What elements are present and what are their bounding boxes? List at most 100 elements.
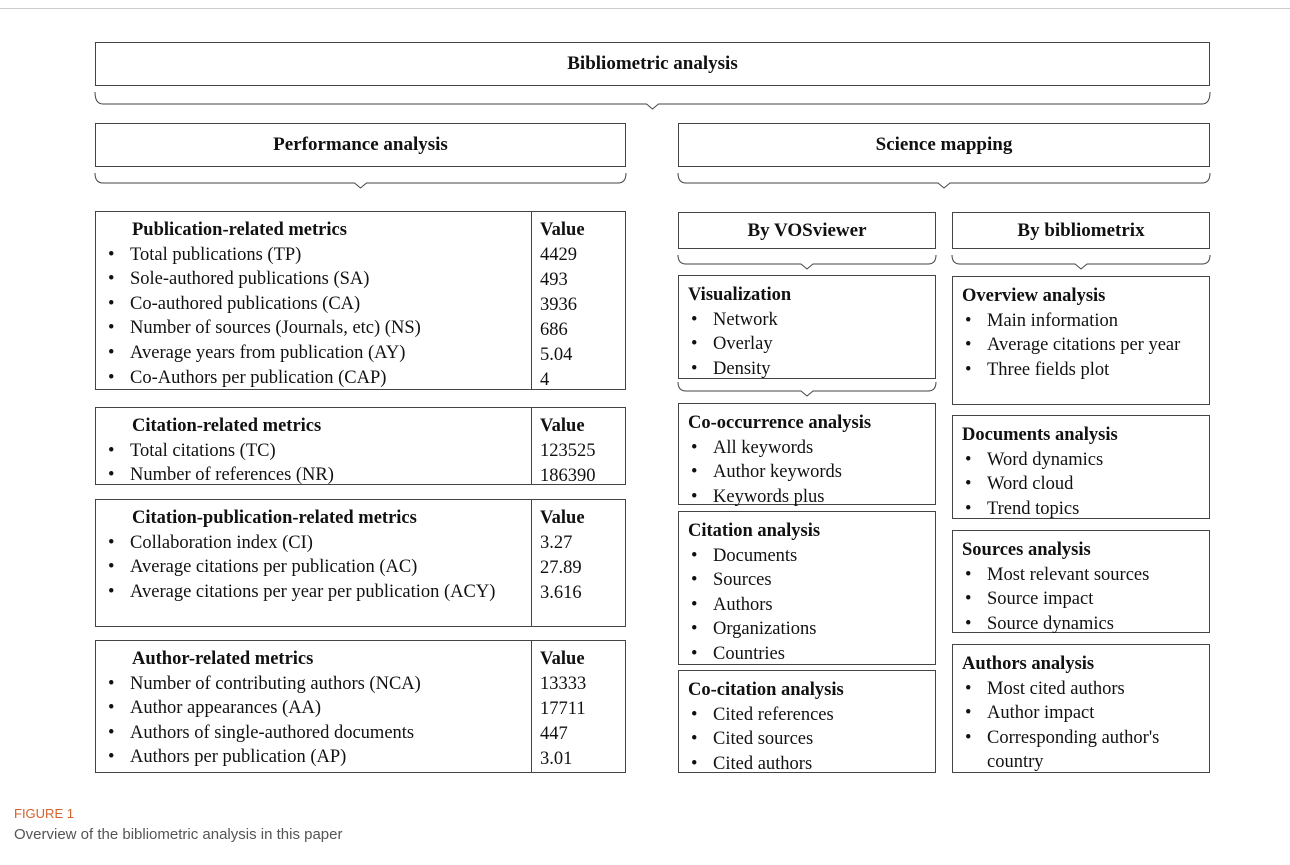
item-text: Organizations [713,619,817,640]
analysis-group: Documents analysis • Word dynamics • Word cl… [952,415,1210,519]
item-text: Collaboration index (CI) [130,532,313,553]
list-item: • Sole-authored publications (SA) [108,267,525,292]
value-heading: Value [540,508,585,528]
label-column: Author-related metrics • Number of contrib… [96,641,531,772]
bullet: • [965,589,972,610]
list-item: • Author impact [962,701,1203,726]
item-text: Average citations per publication (AC) [130,557,418,578]
brace [94,91,1211,110]
value-heading: Value [540,649,585,669]
bullet: • [965,564,972,585]
label-column: Citation-publication-related metrics • Col… [96,500,531,626]
brace [677,254,937,270]
item-text: Corresponding author's country [987,727,1160,773]
item-text: Three fields plot [987,359,1110,380]
list-item: • Most relevant sources [962,563,1203,588]
bullet: • [108,673,115,694]
bullet: • [108,367,115,388]
brace [677,381,937,397]
item-text: Density [713,358,771,379]
caption-text: Overview of the bibliometric analysis in… [14,826,343,843]
list-item: • Average citations per publication (AC) [108,555,525,580]
value-column: Value 4429 493 3936 686 5.04 4 [531,212,625,390]
section-heading: Citation-related metrics [132,416,322,436]
item-text: Word dynamics [987,449,1104,470]
bullet: • [108,532,115,553]
value-cell: 493 [540,269,568,290]
value-cell: 447 [540,723,568,744]
section-heading: Citation-publication-related metrics [132,508,417,528]
group-heading: Visualization [688,285,792,305]
item-text: Source dynamics [987,613,1114,634]
list-item: • Documents [688,544,929,569]
value-heading: Value [540,220,585,240]
bullet: • [108,342,115,363]
item-text: Author appearances (AA) [130,698,322,719]
metrics-table: Citation-related metrics • Total citations… [95,407,626,486]
science-title: Science mapping [678,123,1210,167]
group-heading: Citation analysis [688,521,821,541]
list-item: • Network [688,308,929,333]
analysis-group: Co-occurrence analysis • All keywords • Auth… [678,403,936,507]
item-text: Number of contributing authors (NCA) [130,673,421,694]
value-heading: Value [540,416,585,436]
section-heading: Author-related metrics [132,649,314,669]
item-text: Total citations (TC) [130,440,276,461]
bullet: • [108,318,115,339]
item-text: Co-authored publications (CA) [130,293,361,314]
list-item: • Most cited authors [962,677,1203,702]
brace [677,172,1211,189]
caption-label: FIGURE 1 [14,806,74,821]
list-item: • Number of contributing authors (NCA) [108,672,525,697]
analysis-group: Sources analysis • Most relevant sources • S… [952,530,1210,634]
tool-title: By VOSviewer [678,212,936,249]
bullet: • [965,359,972,380]
bullet: • [691,437,698,458]
bullet: • [108,722,115,743]
analysis-group: Visualization • Network • Overlay • Density [678,275,936,379]
bullet: • [108,581,115,602]
bullet: • [691,643,698,664]
item-text: Documents [713,545,798,566]
item-text: Author impact [987,703,1095,724]
item-text: Average citations per year per publicati… [130,581,496,602]
value-column: Value 3.27 27.89 3.616 [531,500,625,626]
item-text: Word cloud [987,474,1074,495]
item-text: Authors of single-authored documents [130,722,415,743]
item-text: Authors per publication (AP) [130,747,347,768]
metrics-table: Citation-publication-related metrics • Col… [95,499,626,627]
bullet: • [965,703,972,724]
label-column: Citation-related metrics • Total citations… [96,408,531,485]
list-item: • Cited references [688,703,929,728]
group-heading: Co-citation analysis [688,680,844,700]
bullet: • [108,269,115,290]
performance-title: Performance analysis [95,123,626,167]
item-text: Trend topics [987,498,1080,519]
bullet: • [965,613,972,634]
item-text: Co-Authors per publication (CAP) [130,367,387,388]
tool-title: By bibliometrix [952,212,1210,249]
group-heading: Co-occurrence analysis [688,413,872,433]
group-heading: Authors analysis [962,654,1095,674]
list-item: • Number of references (NR) [108,463,525,488]
item-text: Main information [987,310,1119,331]
value-cell: 686 [540,319,568,340]
bullet: • [965,310,972,331]
list-item: • Total citations (TC) [108,439,525,464]
value-cell: 13333 [540,673,587,694]
list-item: • Countries [688,642,929,667]
list-item: • Author keywords [688,460,929,485]
group-heading: Overview analysis [962,286,1106,306]
value-cell: 4429 [540,244,577,265]
list-item: • All keywords [688,436,929,461]
bullet: • [691,619,698,640]
analysis-group: Citation analysis • Documents • Sources • Auth… [678,511,936,665]
list-item: • Word dynamics [962,448,1203,473]
bullet: • [691,704,698,725]
value-cell: 3.27 [540,532,573,553]
list-item: • Co-Authors per publication (CAP) [108,366,525,391]
bullet: • [691,729,698,750]
list-item: • Authors of single-authored documents [108,721,525,746]
bullet: • [691,462,698,483]
